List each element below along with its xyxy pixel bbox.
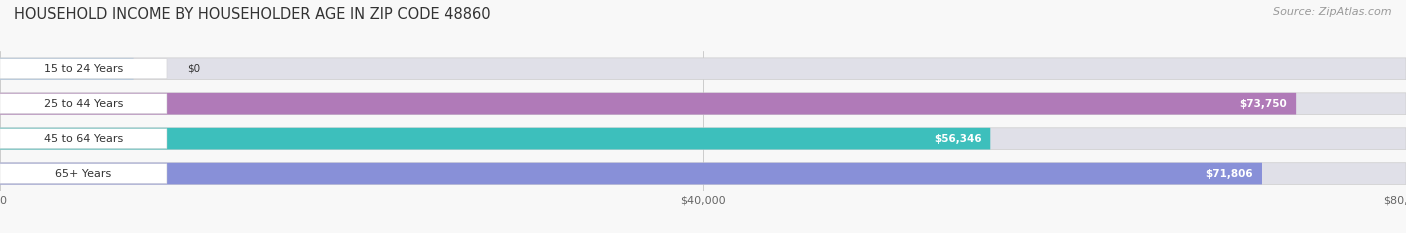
Text: $71,806: $71,806 [1205,169,1253,178]
FancyBboxPatch shape [0,163,1406,185]
Text: $0: $0 [187,64,200,74]
FancyBboxPatch shape [0,164,167,184]
FancyBboxPatch shape [0,59,167,79]
Text: Source: ZipAtlas.com: Source: ZipAtlas.com [1274,7,1392,17]
Text: HOUSEHOLD INCOME BY HOUSEHOLDER AGE IN ZIP CODE 48860: HOUSEHOLD INCOME BY HOUSEHOLDER AGE IN Z… [14,7,491,22]
FancyBboxPatch shape [0,93,1406,115]
FancyBboxPatch shape [0,128,1406,150]
FancyBboxPatch shape [0,93,1296,115]
Text: 65+ Years: 65+ Years [55,169,111,178]
FancyBboxPatch shape [0,129,167,149]
FancyBboxPatch shape [0,128,990,150]
FancyBboxPatch shape [0,58,134,80]
Text: 25 to 44 Years: 25 to 44 Years [44,99,124,109]
Text: $56,346: $56,346 [934,134,981,144]
Text: 45 to 64 Years: 45 to 64 Years [44,134,124,144]
FancyBboxPatch shape [0,163,1263,185]
Text: 15 to 24 Years: 15 to 24 Years [44,64,124,74]
FancyBboxPatch shape [0,58,1406,80]
Text: $73,750: $73,750 [1240,99,1288,109]
FancyBboxPatch shape [0,94,167,114]
